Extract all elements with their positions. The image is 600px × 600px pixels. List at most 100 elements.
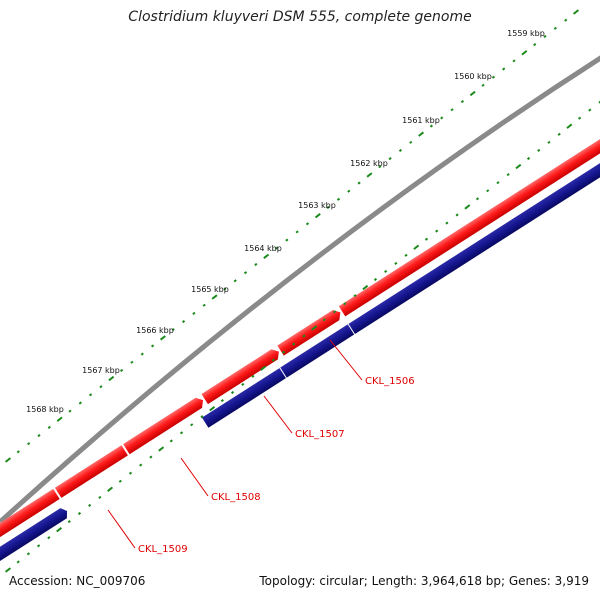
minor-tick — [455, 213, 459, 217]
major-tick — [366, 172, 373, 178]
minor-tick — [230, 390, 235, 395]
major-tick — [260, 365, 267, 371]
minor-tick — [282, 350, 286, 354]
minor-tick — [251, 374, 255, 378]
scale-label: 1565 kbp — [191, 285, 229, 294]
minor-tick — [99, 385, 103, 389]
minor-tick — [271, 358, 276, 362]
minor-tick — [424, 237, 429, 241]
minor-tick — [16, 560, 20, 564]
minor-tick — [588, 108, 592, 112]
minor-tick — [409, 140, 413, 144]
minor-tick — [77, 511, 82, 516]
minor-tick — [88, 503, 92, 507]
minor-tick — [119, 368, 124, 372]
major-tick — [566, 123, 573, 129]
forward-gene-ckl-1506[interactable] — [201, 347, 282, 405]
minor-tick — [190, 423, 194, 427]
minor-tick — [181, 320, 186, 324]
minor-tick — [394, 261, 398, 265]
minor-tick — [169, 439, 173, 443]
accession-text: Accession: NC_009706 — [9, 574, 146, 588]
major-tick — [159, 335, 166, 341]
minor-tick — [128, 471, 133, 475]
minor-tick — [274, 246, 279, 250]
minor-tick — [506, 173, 510, 177]
minor-tick — [598, 100, 600, 104]
reverse-gene-block-a[interactable] — [201, 368, 286, 428]
major-tick — [515, 163, 522, 170]
minor-tick — [347, 189, 351, 193]
major-tick — [572, 9, 580, 15]
major-tick — [211, 294, 218, 300]
gene-label-ckl-1508[interactable]: CKL_1508 — [211, 492, 261, 503]
minor-tick — [192, 311, 196, 315]
minor-tick — [118, 479, 122, 483]
genome-backbone — [0, 55, 600, 524]
minor-tick — [460, 100, 465, 104]
minor-tick — [26, 552, 30, 556]
outer-scale-ticks — [4, 9, 580, 463]
major-tick — [263, 253, 270, 259]
minor-tick — [445, 221, 449, 225]
minor-tick — [67, 520, 71, 524]
minor-tick — [343, 302, 347, 306]
reverse-gene-block-b[interactable] — [280, 324, 355, 378]
minor-tick — [564, 18, 568, 22]
gene-label-ckl-1507[interactable]: CKL_1507 — [295, 429, 345, 440]
scale-label: 1566 kbp — [136, 326, 174, 335]
scale-label: 1564 kbp — [244, 244, 282, 253]
callout-ckl-1509 — [107, 509, 136, 549]
scale-label: 1559 kbp — [507, 29, 545, 38]
minor-tick — [27, 442, 31, 446]
minor-tick — [151, 344, 155, 348]
reverse-gene-block-c[interactable] — [348, 146, 600, 335]
gene-callouts — [107, 339, 363, 549]
minor-tick — [37, 433, 41, 438]
gene-label-ckl-1506[interactable]: CKL_1506 — [365, 376, 415, 387]
map-title: Clostridium kluyveri DSM 555, complete g… — [128, 9, 472, 25]
minor-tick — [130, 360, 134, 364]
scale-label: 1560 kbp — [454, 72, 492, 81]
callout-ckl-1507 — [263, 395, 293, 434]
forward-gene-ckl-1507[interactable] — [123, 395, 206, 455]
major-tick — [521, 50, 528, 56]
minor-tick — [220, 399, 224, 403]
major-tick — [413, 244, 420, 250]
major-tick — [108, 375, 115, 382]
minor-tick — [491, 75, 495, 79]
minor-tick — [36, 544, 41, 548]
minor-tick — [543, 34, 547, 39]
major-tick — [4, 457, 12, 463]
minor-tick — [496, 181, 500, 185]
minor-tick — [373, 277, 378, 282]
major-tick — [311, 325, 318, 331]
forward-gene-ckl-1509[interactable] — [0, 488, 60, 541]
minor-tick — [171, 328, 175, 332]
minor-tick — [305, 222, 310, 226]
gene-label-ckl-1509[interactable]: CKL_1509 — [138, 544, 188, 555]
minor-tick — [322, 318, 326, 322]
major-tick — [362, 284, 369, 291]
reverse-gene-ckl-1509[interactable] — [0, 506, 70, 563]
minor-tick — [435, 229, 439, 233]
minor-tick — [326, 205, 330, 210]
forward-gene-next-b[interactable] — [338, 128, 600, 317]
scale-label: 1561 kbp — [402, 116, 440, 125]
forward-gene-ckl-1508[interactable] — [54, 445, 128, 498]
minor-tick — [429, 124, 433, 128]
minor-tick — [475, 197, 480, 201]
reverse-strand — [0, 146, 600, 563]
minor-tick — [537, 148, 541, 152]
major-tick — [4, 567, 12, 573]
major-tick — [158, 446, 165, 452]
minor-tick — [512, 59, 516, 63]
minor-tick — [302, 334, 306, 338]
minor-tick — [557, 132, 561, 136]
minor-tick — [140, 352, 144, 356]
minor-tick — [440, 116, 444, 120]
major-tick — [469, 90, 476, 97]
minor-tick — [388, 157, 392, 161]
minor-tick — [404, 253, 408, 257]
